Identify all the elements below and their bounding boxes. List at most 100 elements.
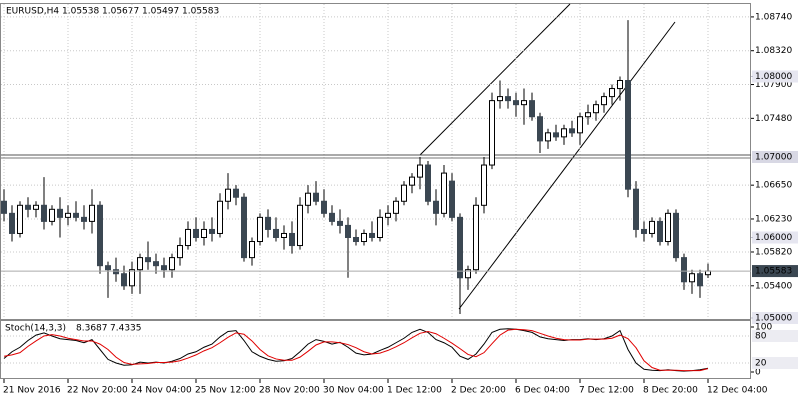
candle-body: [241, 196, 247, 259]
candle-body: [609, 88, 615, 98]
candle-body: [65, 212, 71, 218]
header-close: 1.05583: [182, 7, 219, 17]
candle-body: [57, 208, 63, 218]
candle-body: [233, 188, 239, 198]
candle-body: [209, 228, 215, 234]
candle-body: [457, 216, 463, 279]
x-tick-label: 28 Nov 20:00: [259, 386, 320, 396]
level-label-box: [752, 312, 798, 324]
x-tick-label: 25 Nov 12:00: [195, 386, 256, 396]
candle-body: [529, 100, 535, 118]
x-tick-label: 7 Dec 12:00: [579, 386, 634, 396]
candle-body: [257, 216, 263, 243]
y-tick-label: 1.08320: [755, 46, 792, 56]
candle-body: [521, 100, 527, 106]
candle-body: [409, 176, 415, 186]
stoch-line: [3, 328, 709, 372]
candle-body: [289, 232, 295, 247]
candle-body: [689, 273, 695, 283]
candle-body: [593, 104, 599, 114]
candle-body: [449, 180, 455, 218]
x-tick-label: 6 Dec 04:00: [515, 386, 570, 396]
candle-body: [265, 216, 271, 230]
candle-body: [681, 257, 687, 283]
candle-body: [97, 204, 103, 267]
candle-body: [361, 232, 367, 243]
candle-body: [9, 212, 15, 234]
main-frame: [0, 3, 751, 320]
candle-body: [633, 188, 639, 230]
candle-body: [641, 228, 647, 234]
candle-body: [249, 241, 255, 259]
candle-body: [665, 212, 671, 243]
price-label: 1.05583: [755, 267, 792, 277]
candle-body: [273, 228, 279, 238]
candle-body: [113, 269, 119, 275]
x-tick-label: 2 Dec 20:00: [451, 386, 506, 396]
candle-body: [561, 128, 567, 138]
y-tick-label: 100: [755, 323, 772, 333]
candle-body: [537, 116, 543, 142]
candle-body: [369, 232, 375, 238]
candle-body: [497, 96, 503, 102]
channel-line: [419, 3, 571, 156]
candle-body: [441, 172, 447, 214]
candle-body: [337, 220, 343, 226]
candle-body: [473, 204, 479, 271]
candle-body: [281, 232, 287, 238]
candle-body: [513, 100, 519, 106]
header-high: 1.05677: [102, 7, 139, 17]
x-tick-label: 21 Nov 2016: [3, 386, 61, 396]
candle-body: [185, 228, 191, 247]
header-low: 1.05497: [142, 7, 179, 17]
candle-body: [137, 257, 143, 271]
candle-body: [425, 164, 431, 202]
candle-body: [225, 188, 231, 202]
candle-body: [705, 270, 711, 276]
candle-body: [345, 224, 351, 238]
y-tick-label-box: [752, 357, 798, 369]
candle-body: [585, 112, 591, 118]
candle-body: [489, 100, 495, 166]
symbol-title: EURUSD,H4: [6, 7, 59, 17]
candle-body: [145, 257, 151, 263]
candle-body: [401, 184, 407, 202]
candle-body: [49, 208, 55, 222]
y-tick-label: 1.07900: [755, 80, 792, 90]
candle-body: [649, 220, 655, 234]
level-label-box: [752, 231, 798, 244]
candle-body: [625, 80, 631, 190]
x-tick-label: 22 Nov 20:00: [67, 386, 128, 396]
candle-body: [377, 216, 383, 238]
candle-body: [217, 200, 223, 234]
candle-body: [1, 200, 7, 214]
candle-body: [577, 116, 583, 134]
candle-body: [89, 204, 95, 222]
y-tick-label: 1.05400: [755, 281, 792, 291]
candle-body: [201, 228, 207, 238]
candle-body: [25, 204, 31, 210]
hline-label-box: [752, 150, 798, 163]
y-tick-label-box: [752, 330, 798, 342]
candle-body: [433, 200, 439, 214]
x-tick-label: 8 Dec 20:00: [643, 386, 698, 396]
header-open: 1.05538: [62, 7, 99, 17]
hline-label: 1.07000: [755, 152, 792, 162]
level-label-box: [752, 70, 798, 83]
y-tick-label: 1.07480: [755, 114, 792, 124]
candle-body: [81, 216, 87, 222]
candle-body: [169, 257, 175, 271]
candle-body: [505, 96, 511, 102]
candle-body: [545, 132, 551, 142]
candle-body: [33, 204, 39, 210]
level-label: 1.05000: [755, 314, 792, 324]
x-tick-label: 30 Nov 04:00: [323, 386, 384, 396]
candle-body: [193, 228, 199, 238]
x-tick-label: 12 Dec 04:00: [707, 386, 768, 396]
candle-body: [569, 128, 575, 134]
candle-body: [121, 273, 127, 287]
candle-body: [657, 220, 663, 243]
sub-frame: [0, 320, 751, 379]
